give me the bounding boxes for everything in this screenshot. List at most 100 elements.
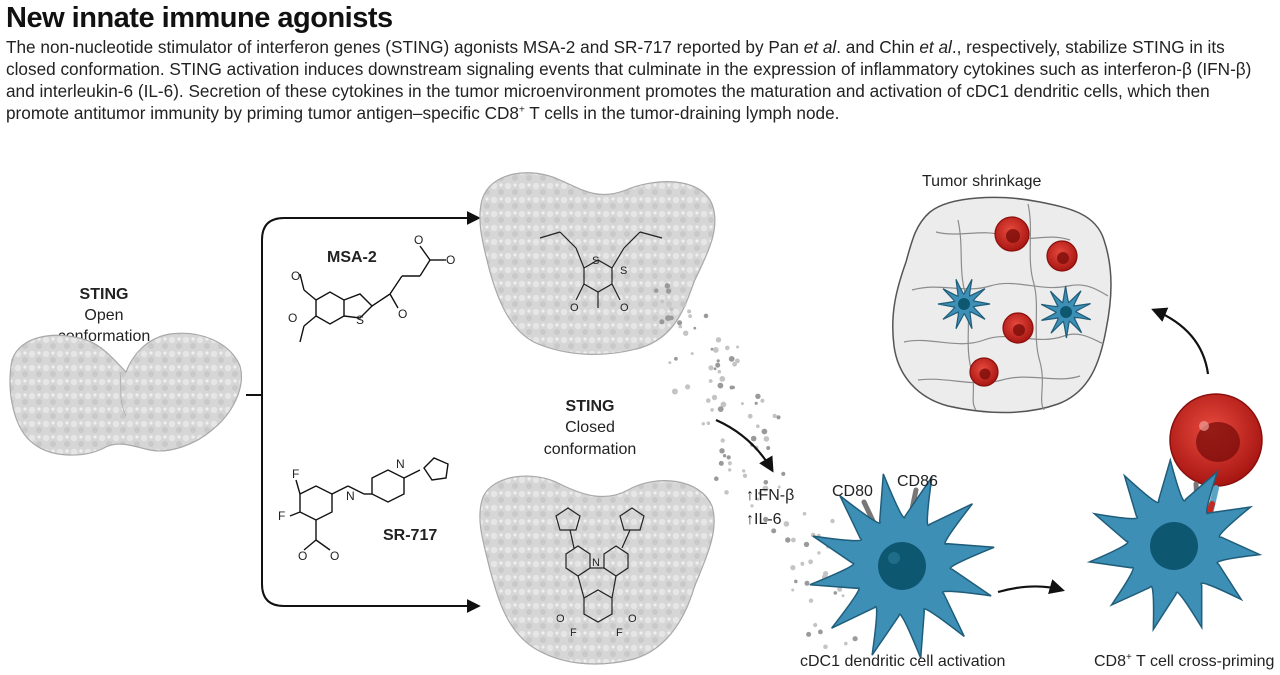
sr717-bound-nitrogen: N <box>592 557 600 569</box>
tumor-dendritic-cell-1 <box>937 279 991 329</box>
sr717-bound-fluorine-2: F <box>616 627 623 639</box>
cytokine-dot <box>703 313 709 319</box>
cytokine-dot <box>802 511 807 516</box>
priming-arrow <box>997 579 1065 595</box>
cytokine-dot <box>804 580 810 586</box>
cytokine-dot <box>736 345 740 349</box>
cytokine-dot <box>719 448 725 454</box>
sr717-molecule <box>289 457 449 551</box>
signaling-arrow <box>715 418 774 473</box>
cytokine-dot <box>772 413 777 419</box>
sr717-oxygen-2: O <box>330 549 339 563</box>
cytokine-dot <box>678 324 683 329</box>
cytokine-dot <box>823 571 829 577</box>
msa2-molecule <box>299 245 446 343</box>
sting-closed-line3: conformation <box>544 441 637 458</box>
cytokine-dot <box>833 591 838 595</box>
cytokine-dot <box>722 454 727 458</box>
cell-nucleus <box>1060 306 1072 318</box>
msa2-bound-sulfur-2: S <box>620 265 627 277</box>
cd80-label: CD80 <box>832 483 873 500</box>
msa2-sulfur: S <box>356 313 364 327</box>
cytokine-dot <box>693 326 697 330</box>
cytokine-dot <box>754 401 758 405</box>
caption-part-2: . and Chin <box>836 37 920 57</box>
cytokine-dot <box>750 504 754 508</box>
cytokine-dot <box>742 469 746 473</box>
cytokine-dot <box>803 541 810 548</box>
cytokine-dot <box>719 376 726 382</box>
msa2-oxygen-3: O <box>446 253 455 267</box>
cytokine-dot <box>668 361 672 365</box>
cytokine-dot <box>659 319 665 325</box>
msa2-label: MSA-2 <box>327 249 377 266</box>
tumor-t-cell-4 <box>969 357 999 387</box>
msa2-oxygen-2: O <box>414 233 423 247</box>
sr717-fluorine-1: F <box>292 467 299 481</box>
sr717-oxygen-1: O <box>298 549 307 563</box>
sting-open-line2: Open <box>84 307 123 324</box>
sting-open-protein <box>9 332 242 456</box>
cytokine-dot <box>683 330 689 336</box>
cytokine-dot <box>717 369 722 374</box>
msa2-bound-oxygen-2: O <box>620 302 629 314</box>
sr717-atoms: F F N N O O <box>278 457 405 563</box>
msa2-bound-sulfur-1: S <box>592 255 599 267</box>
cytokine-dot <box>715 337 722 343</box>
caption-part-3: ., respectively, stabilize STING in its … <box>6 37 1252 123</box>
cytokine-dot <box>776 415 781 420</box>
cytokine-dot <box>728 356 735 362</box>
sr717-fluorine-2: F <box>278 509 285 523</box>
cell-nucleus <box>958 298 970 310</box>
cytokine-dot <box>817 551 821 555</box>
sr717-bound-fluorine-1: F <box>570 627 577 639</box>
cytokine-dot <box>710 347 714 351</box>
cytokine-dot <box>766 446 771 450</box>
cytokine-dot <box>711 394 718 401</box>
sr717-bound-oxygen-2: O <box>628 613 637 625</box>
caption-part-1: The non-nucleotide stimulator of interfe… <box>6 37 804 57</box>
cytokine-dot <box>729 385 734 390</box>
sting-open-title: STING <box>80 286 129 303</box>
sting-closed-label: STING Closed conformation <box>544 398 637 458</box>
cytokine-dot <box>755 393 761 399</box>
dc-activation-label: cDC1 dendritic cell activation <box>800 653 1005 670</box>
tumor-t-cell-2 <box>1046 240 1078 272</box>
cytokine-dot <box>688 314 692 318</box>
sting-closed-title: STING <box>566 398 615 415</box>
cytokine-dot <box>813 622 818 628</box>
il6-label: ↑IL-6 <box>746 511 782 528</box>
sr717-label: SR-717 <box>383 527 437 544</box>
cytokine-dot <box>844 641 848 646</box>
cytokine-dot <box>740 402 744 406</box>
cytokine-dot <box>708 365 714 371</box>
cytokine-dot <box>701 422 705 426</box>
cytokine-dot <box>677 320 683 326</box>
figure-title: New innate immune agonists <box>6 2 393 34</box>
dendritic-cell <box>809 473 995 659</box>
msa2-bound-oxygen-1: O <box>570 302 579 314</box>
cytokine-dot <box>837 586 843 592</box>
cytokine-dot <box>718 460 724 466</box>
figure-caption: The non-nucleotide stimulator of interfe… <box>6 36 1268 124</box>
tumor-t-cell-1 <box>994 216 1030 252</box>
cytokine-dot <box>727 461 732 466</box>
cytokine-dot <box>742 473 748 478</box>
cytokine-dot <box>685 384 691 390</box>
cd86-label: CD86 <box>897 473 938 490</box>
cytokine-dot <box>654 288 659 293</box>
cytokine-dot <box>777 485 781 489</box>
cytokine-dot <box>750 435 757 442</box>
tumor-shrinkage-label: Tumor shrinkage <box>922 173 1042 190</box>
sting-closed-sr717-protein: N F F O O <box>479 475 715 665</box>
cytokine-dot <box>708 379 713 383</box>
cytokine-dot <box>717 406 724 412</box>
cytokine-dot <box>783 521 790 527</box>
cytokine-dot <box>671 388 678 395</box>
caption-et-al-1: et al <box>803 37 837 57</box>
cytokine-dot <box>756 497 760 501</box>
sting-closed-line2: Closed <box>565 419 615 436</box>
cytokine-dot <box>735 358 740 364</box>
cytokine-dot <box>713 367 717 371</box>
